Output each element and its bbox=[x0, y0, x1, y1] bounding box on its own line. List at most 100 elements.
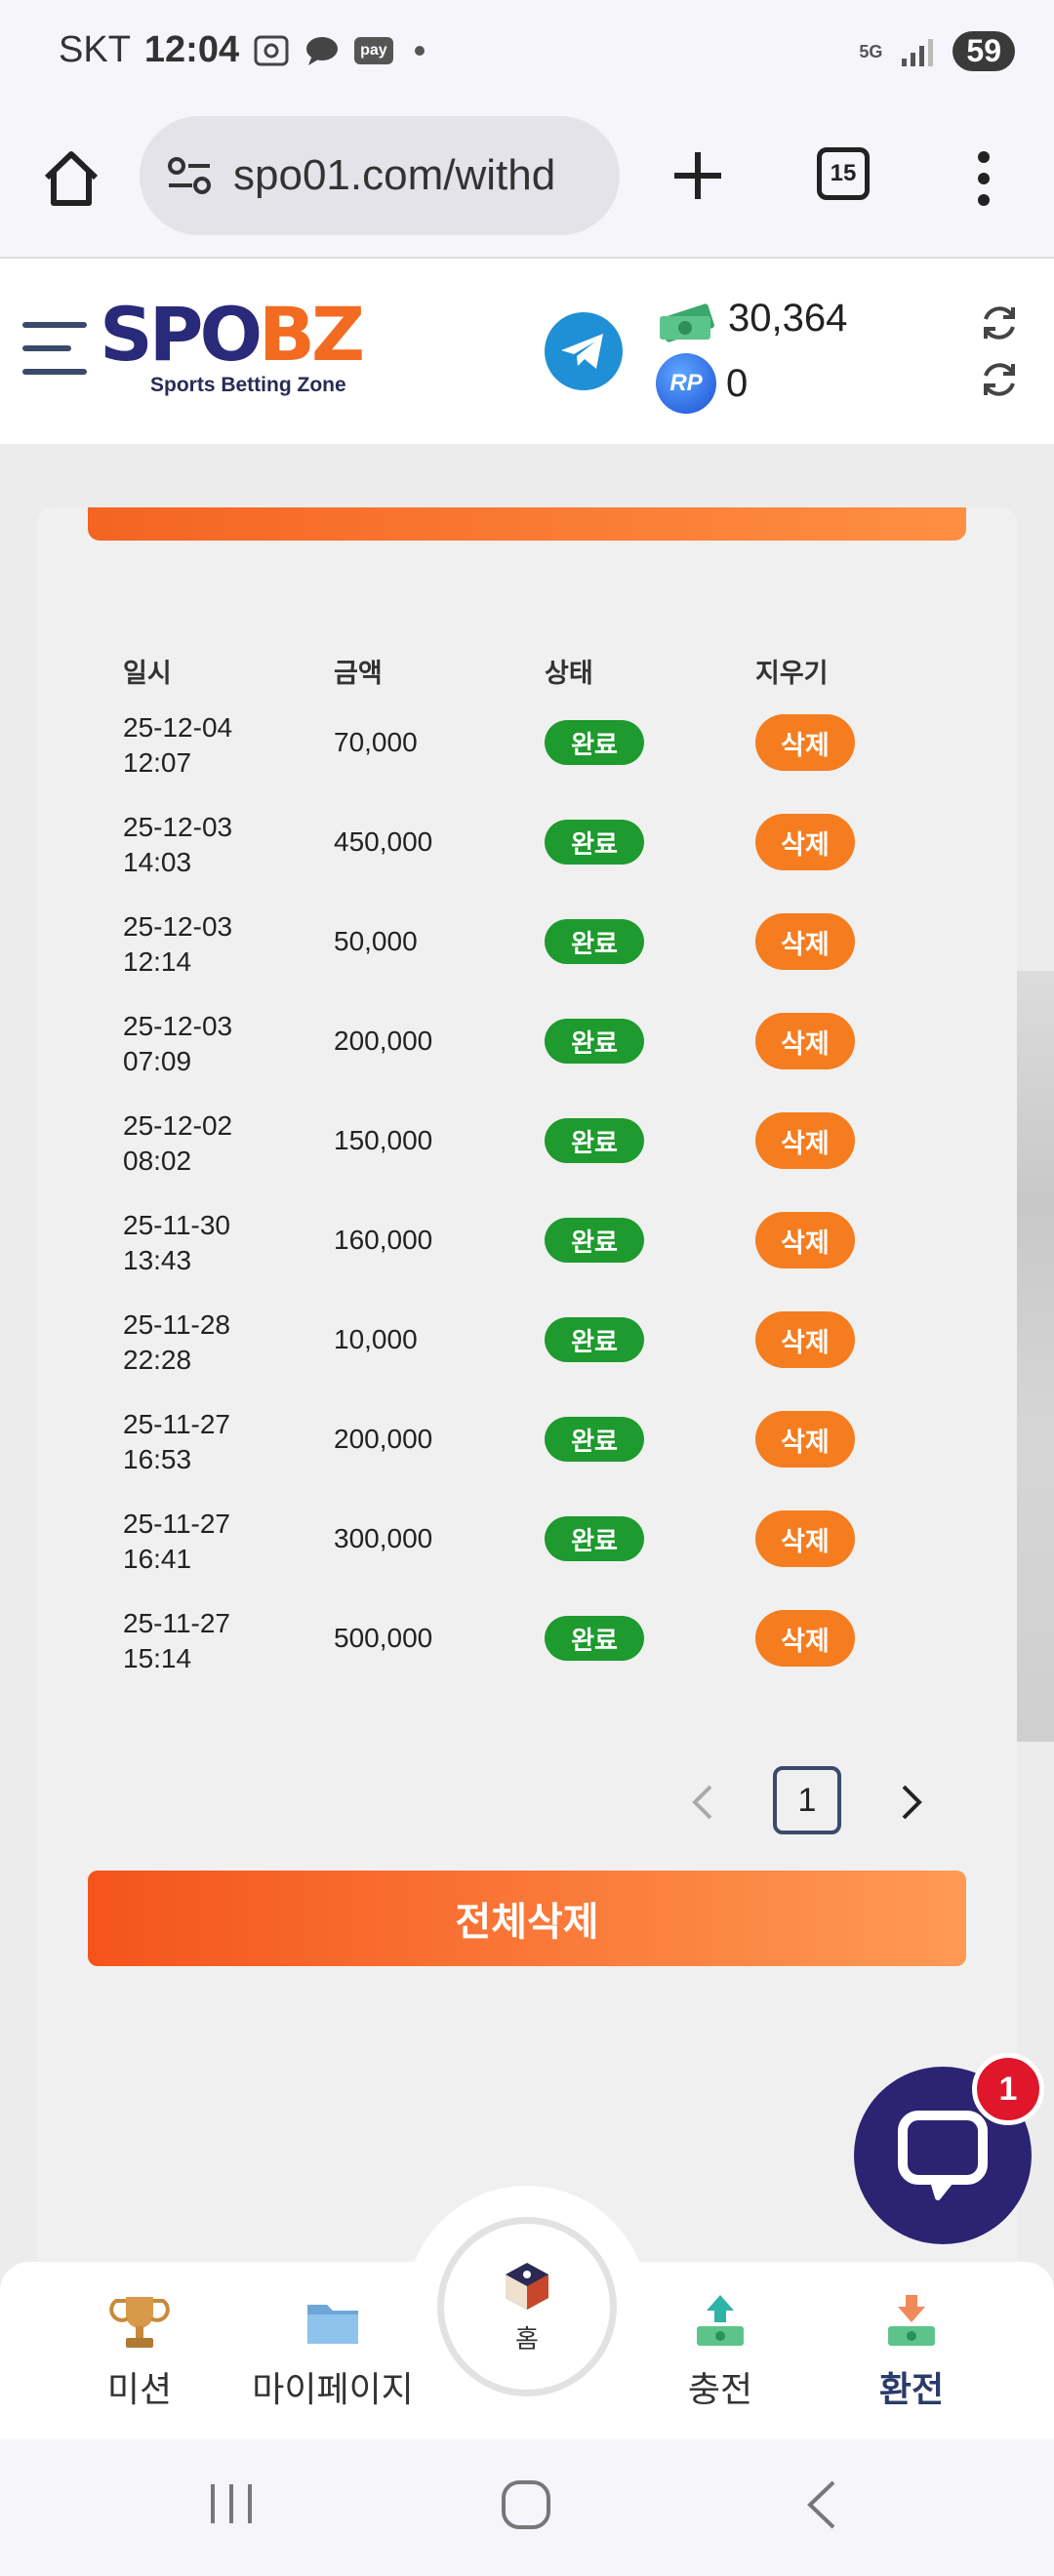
more-options-icon[interactable] bbox=[972, 149, 995, 208]
pay-icon: pay bbox=[354, 36, 393, 64]
back-icon[interactable] bbox=[802, 2478, 841, 2531]
row-amount: 10,000 bbox=[334, 1324, 418, 1354]
row-datetime: 25-12-03 07:09 bbox=[123, 1009, 232, 1079]
logo-tagline: Sports Betting Zone bbox=[150, 374, 346, 396]
delete-row-button[interactable]: 삭제 bbox=[755, 714, 855, 771]
status-badge: 완료 bbox=[545, 820, 644, 865]
table-row: 25-11-27 16:41 300,000 완료 삭제 bbox=[0, 1507, 1054, 1606]
network-type: 5G bbox=[859, 41, 883, 61]
delete-row-button[interactable]: 삭제 bbox=[755, 1112, 855, 1169]
next-page-icon[interactable] bbox=[896, 1781, 929, 1824]
row-amount: 160,000 bbox=[334, 1225, 433, 1255]
withdraw-submit-button-edge[interactable] bbox=[88, 507, 966, 541]
carrier: SKT bbox=[59, 29, 131, 70]
table-row: 25-12-03 12:14 50,000 완료 삭제 bbox=[0, 909, 1054, 1009]
folder-icon bbox=[307, 2305, 358, 2344]
row-date: 25-12-04 bbox=[123, 712, 233, 743]
chat-status-icon bbox=[306, 36, 339, 65]
page-number-button[interactable]: 1 bbox=[773, 1766, 841, 1834]
delete-row-button[interactable]: 삭제 bbox=[755, 1212, 855, 1268]
refresh-points-icon[interactable] bbox=[976, 356, 1023, 403]
status-badge: 완료 bbox=[545, 1019, 644, 1064]
row-amount: 500,000 bbox=[334, 1623, 433, 1653]
withdraw-money-icon bbox=[888, 2295, 935, 2346]
row-amount: 200,000 bbox=[334, 1026, 433, 1056]
row-time: 13:43 bbox=[123, 1245, 192, 1275]
address-bar[interactable]: spo01.com/withd bbox=[140, 116, 620, 235]
background-image-edge bbox=[1017, 971, 1054, 1742]
tab-switcher-button[interactable]: 15 bbox=[817, 147, 870, 200]
screenshot-icon bbox=[254, 35, 289, 65]
rp-points-icon: RP bbox=[656, 353, 716, 414]
row-date: 25-11-28 bbox=[123, 1309, 231, 1340]
nav-mypage[interactable]: 마이페이지 bbox=[252, 2291, 414, 2412]
nav-mission[interactable]: 미션 bbox=[98, 2291, 182, 2412]
row-datetime: 25-12-03 12:14 bbox=[123, 909, 232, 980]
status-badge: 완료 bbox=[545, 1218, 644, 1263]
row-time: 08:02 bbox=[123, 1146, 192, 1176]
delete-all-button[interactable]: 전체삭제 bbox=[88, 1871, 966, 1966]
url-text[interactable]: spo01.com/withd bbox=[233, 151, 556, 199]
row-datetime: 25-12-04 12:07 bbox=[123, 710, 232, 781]
row-date: 25-12-02 bbox=[123, 1110, 233, 1141]
row-amount: 450,000 bbox=[334, 826, 433, 857]
table-row: 25-11-28 22:28 10,000 완료 삭제 bbox=[0, 1308, 1054, 1407]
row-time: 12:14 bbox=[123, 946, 192, 977]
header-delete: 지우기 bbox=[755, 659, 829, 688]
row-time: 22:28 bbox=[123, 1345, 192, 1375]
row-date: 25-11-30 bbox=[123, 1210, 231, 1240]
rp-points-value: 0 bbox=[726, 361, 749, 405]
row-datetime: 25-11-27 15:14 bbox=[123, 1606, 230, 1676]
row-time: 12:07 bbox=[123, 747, 192, 778]
home-system-icon[interactable] bbox=[500, 2478, 552, 2531]
delete-row-button[interactable]: 삭제 bbox=[755, 1610, 855, 1667]
chat-bubble-icon bbox=[898, 2111, 988, 2200]
row-datetime: 25-12-03 14:03 bbox=[123, 810, 232, 880]
delete-row-button[interactable]: 삭제 bbox=[755, 1510, 855, 1567]
chat-unread-badge: 1 bbox=[972, 2053, 1044, 2125]
row-time: 15:14 bbox=[123, 1643, 192, 1673]
nav-home[interactable]: 홈 bbox=[437, 2217, 617, 2396]
status-badge: 완료 bbox=[545, 1118, 644, 1163]
delete-row-button[interactable]: 삭제 bbox=[755, 814, 855, 870]
refresh-balance-icon[interactable] bbox=[976, 300, 1023, 346]
recent-apps-icon[interactable] bbox=[207, 2478, 256, 2529]
site-settings-icon[interactable] bbox=[167, 156, 214, 195]
row-date: 25-12-03 bbox=[123, 911, 233, 942]
row-amount: 50,000 bbox=[334, 926, 418, 956]
table-row: 25-11-30 13:43 160,000 완료 삭제 bbox=[0, 1208, 1054, 1308]
delete-row-button[interactable]: 삭제 bbox=[755, 1411, 855, 1468]
row-date: 25-11-27 bbox=[123, 1509, 231, 1539]
table-row: 25-11-27 15:14 500,000 완료 삭제 bbox=[0, 1606, 1054, 1706]
clock: 12:04 bbox=[143, 29, 240, 70]
nav-home-label: 홈 bbox=[515, 2323, 539, 2354]
site-logo[interactable]: SPOBZ Sports Betting Zone bbox=[100, 296, 392, 403]
browser-toolbar: spo01.com/withd 15 bbox=[0, 112, 1054, 259]
row-date: 25-11-27 bbox=[123, 1608, 231, 1638]
table-row: 25-12-02 08:02 150,000 완료 삭제 bbox=[0, 1108, 1054, 1208]
prev-page-icon[interactable] bbox=[685, 1781, 718, 1824]
status-bar: SKT 12:04 pay 5G 59 bbox=[0, 0, 1054, 112]
casino-cube-icon bbox=[506, 2262, 548, 2310]
delete-row-button[interactable]: 삭제 bbox=[755, 913, 855, 970]
telegram-icon[interactable] bbox=[545, 312, 623, 390]
notification-dot-icon bbox=[414, 45, 425, 56]
nav-deposit[interactable]: 충전 bbox=[685, 2291, 755, 2412]
row-datetime: 25-12-02 08:02 bbox=[123, 1108, 232, 1179]
hamburger-menu-icon[interactable] bbox=[21, 317, 88, 385]
status-badge: 완료 bbox=[545, 1417, 644, 1462]
delete-row-button[interactable]: 삭제 bbox=[755, 1311, 855, 1368]
new-tab-icon[interactable] bbox=[669, 146, 727, 205]
home-icon[interactable] bbox=[37, 144, 105, 213]
row-date: 25-12-03 bbox=[123, 1011, 233, 1041]
nav-mission-label: 미션 bbox=[106, 2369, 173, 2409]
withdraw-history-card bbox=[37, 507, 1017, 2400]
row-amount: 200,000 bbox=[334, 1424, 433, 1454]
delete-row-button[interactable]: 삭제 bbox=[755, 1013, 855, 1069]
system-navigation-bar bbox=[0, 2439, 1054, 2576]
nav-withdraw[interactable]: 환전 bbox=[876, 2291, 947, 2412]
deposit-money-icon bbox=[697, 2295, 744, 2346]
row-datetime: 25-11-30 13:43 bbox=[123, 1208, 230, 1278]
row-time: 07:09 bbox=[123, 1046, 192, 1076]
row-amount: 300,000 bbox=[334, 1523, 433, 1553]
